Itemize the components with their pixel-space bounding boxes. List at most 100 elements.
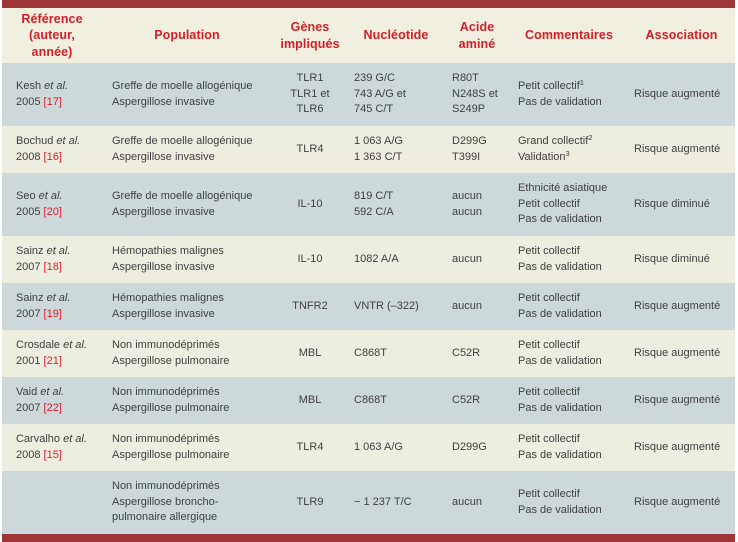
table-row: Sainz et al. 2007 [18] Hémopathies maligne… bbox=[2, 236, 735, 283]
nucleotide-cell: − 1 237 T/C bbox=[348, 471, 444, 534]
population-cell-line: Aspergillose broncho- bbox=[112, 495, 219, 508]
association-cell: Risque augmenté bbox=[628, 424, 735, 471]
population-cell: Hémopathies malignes Aspergillose invasiv… bbox=[102, 283, 272, 330]
reference-year: 2008 [16] bbox=[16, 150, 62, 163]
citation-link[interactable]: [21] bbox=[43, 354, 62, 367]
reference-cell: Seo et al. 2005 [20] bbox=[2, 173, 102, 236]
comment-line: Petit collectif bbox=[518, 197, 580, 210]
population-cell-line: Hémopathies malignes bbox=[112, 292, 224, 304]
amino-acid-cell-line: C52R bbox=[452, 346, 481, 359]
top-rule-bar bbox=[2, 0, 735, 8]
amino-acid-cell: aucun bbox=[444, 236, 510, 283]
table-row: Non immunodéprimés Aspergillose broncho-p… bbox=[2, 471, 735, 534]
amino-acid-cell-line: aucun bbox=[452, 495, 482, 508]
genes-cell-line: TLR1 et bbox=[290, 87, 330, 100]
population-cell: Greffe de moelle allogénique Aspergillose… bbox=[102, 126, 272, 173]
nucleotide-cell-line: 1082 A/A bbox=[354, 252, 399, 265]
col-header-comments: Commentaires bbox=[524, 28, 614, 43]
amino-acid-cell: D299G T399I bbox=[444, 126, 510, 173]
et-al-label: et al. bbox=[63, 339, 87, 351]
amino-acid-cell-line: S249P bbox=[452, 103, 486, 116]
reference-year: 2005 [17] bbox=[16, 95, 62, 108]
population-cell: Non immunodéprimés Aspergillose pulmonair… bbox=[102, 330, 272, 377]
citation-link[interactable]: [17] bbox=[43, 95, 62, 108]
population-cell-line: Non immunodéprimés bbox=[112, 339, 220, 351]
genes-cell: IL-10 bbox=[272, 173, 348, 236]
nucleotide-cell: C868T bbox=[348, 330, 444, 377]
genes-cell: IL-10 bbox=[272, 236, 348, 283]
comment-line: Pas de validation bbox=[518, 307, 602, 320]
amino-acid-cell-line: D299G bbox=[452, 135, 487, 147]
amino-acid-cell: C52R bbox=[444, 330, 510, 377]
nucleotide-cell-line: − 1 237 T/C bbox=[354, 495, 412, 508]
comments-cell: Petit collectif Pas de validation bbox=[510, 330, 628, 377]
citation-link[interactable]: [20] bbox=[43, 205, 62, 218]
table-row: Seo et al. 2005 [20] Greffe de moelle allo… bbox=[2, 173, 735, 236]
reference-author: Vaid et al. bbox=[16, 386, 65, 398]
reference-author: Carvalho et al. bbox=[16, 433, 87, 445]
genes-cell-line: IL-10 bbox=[297, 197, 323, 210]
amino-acid-cell-line: D299G bbox=[452, 440, 487, 453]
amino-acid-cell-line: T399I bbox=[452, 150, 481, 163]
citation-link[interactable]: [22] bbox=[43, 401, 62, 414]
citation-link[interactable]: [18] bbox=[43, 260, 62, 273]
comments-cell: Petit collectif Pas de validation bbox=[510, 377, 628, 424]
population-cell-line: Hémopathies malignes bbox=[112, 245, 224, 257]
et-al-label: et al. bbox=[46, 245, 71, 257]
reference-year: 2001 [21] bbox=[16, 354, 62, 367]
population-cell-line: pulmonaire allergique bbox=[112, 511, 218, 524]
genes-cell-line: MBL bbox=[298, 393, 322, 406]
population-cell-line: Non immunodéprimés bbox=[112, 433, 220, 445]
amino-acid-cell: R80T N248S et S249P bbox=[444, 63, 510, 126]
association-cell: Risque augmenté bbox=[628, 330, 735, 377]
association-value: Risque augmenté bbox=[634, 142, 721, 155]
genes-cell: TNFR2 bbox=[272, 283, 348, 330]
citation-link[interactable]: [19] bbox=[43, 307, 62, 320]
comment-line: Pas de validation bbox=[518, 260, 602, 273]
nucleotide-cell-line: 745 C/T bbox=[354, 103, 394, 116]
association-value: Risque augmenté bbox=[634, 440, 721, 453]
reference-author: Kesh et al. bbox=[16, 80, 68, 92]
reference-author: Bochud et al. bbox=[16, 135, 81, 147]
comment-line: Petit collectif1 bbox=[518, 78, 584, 92]
amino-acid-cell-line: aucun bbox=[452, 299, 482, 312]
comment-line: Petit collectif bbox=[518, 433, 580, 445]
table-row: Crosdale et al. 2001 [21] Non immunodéprim… bbox=[2, 330, 735, 377]
nucleotide-cell: 819 C/T 592 C/A bbox=[348, 173, 444, 236]
comment-line: Pas de validation bbox=[518, 213, 602, 226]
population-cell-line: Aspergillose invasive bbox=[112, 150, 215, 163]
nucleotide-cell: 1 063 A/G 1 363 C/T bbox=[348, 126, 444, 173]
citation-link[interactable]: [15] bbox=[43, 448, 62, 461]
genes-cell-line: MBL bbox=[298, 346, 322, 359]
genes-cell-line: TNFR2 bbox=[292, 299, 328, 312]
association-value: Risque diminué bbox=[634, 197, 710, 210]
reference-year: 2005 [20] bbox=[16, 205, 62, 218]
comments-cell: Petit collectif1 Pas de validation bbox=[510, 63, 628, 126]
association-cell: Risque augmenté bbox=[628, 126, 735, 173]
population-cell: Non immunodéprimés Aspergillose pulmonair… bbox=[102, 377, 272, 424]
table-row: Carvalho et al. 2008 [15] Non immunodéprim… bbox=[2, 424, 735, 471]
comment-line: Pas de validation bbox=[518, 401, 602, 414]
population-cell: Greffe de moelle allogénique Aspergillose… bbox=[102, 173, 272, 236]
nucleotide-cell-line: 592 C/A bbox=[354, 205, 394, 218]
col-header-association: Association bbox=[645, 28, 718, 43]
col-header-genes: Gènes impliqués bbox=[280, 20, 340, 51]
comment-line: Pas de validation bbox=[518, 448, 602, 461]
reference-cell: Bochud et al. 2008 [16] bbox=[2, 126, 102, 173]
table-row: Kesh et al. 2005 [17] Greffe de moelle all… bbox=[2, 63, 735, 126]
population-cell: Hémopathies malignes Aspergillose invasiv… bbox=[102, 236, 272, 283]
comment-line: Ethnicité asiatique bbox=[518, 182, 608, 195]
amino-acid-cell-line: R80T bbox=[452, 72, 479, 85]
table-body: Kesh et al. 2005 [17] Greffe de moelle all… bbox=[2, 63, 735, 534]
reference-year: 2007 [22] bbox=[16, 401, 62, 414]
amino-acid-cell-line: N248S et bbox=[452, 87, 498, 100]
population-cell-line: Aspergillose pulmonaire bbox=[112, 448, 230, 461]
col-header-reference: Référence (auteur, année) bbox=[21, 11, 83, 59]
citation-link[interactable]: [16] bbox=[43, 150, 62, 163]
population-cell-line: Greffe de moelle allogénique bbox=[112, 80, 253, 92]
population-cell: Greffe de moelle allogénique Aspergillose… bbox=[102, 63, 272, 126]
reference-cell: Carvalho et al. 2008 [15] bbox=[2, 424, 102, 471]
amino-acid-cell: D299G bbox=[444, 424, 510, 471]
comments-cell: Petit collectif Pas de validation bbox=[510, 283, 628, 330]
